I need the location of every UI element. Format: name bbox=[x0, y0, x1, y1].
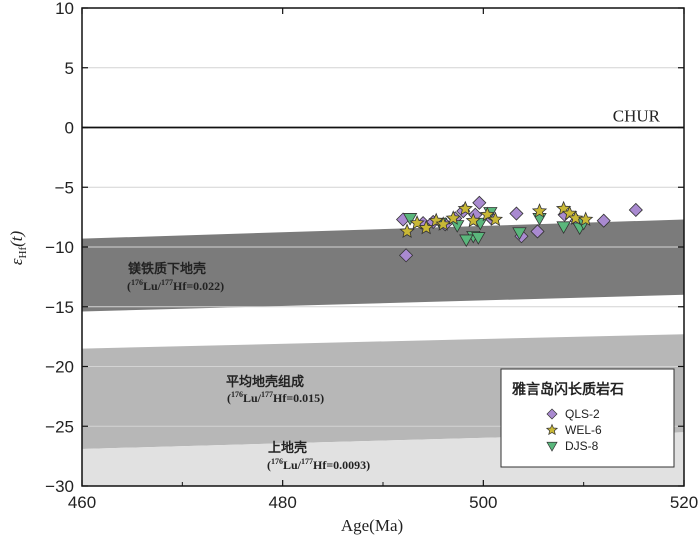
y-axis-title: εHf(t) bbox=[7, 230, 29, 265]
x-tick-label: 480 bbox=[268, 493, 296, 512]
legend-label-djs-8: DJS-8 bbox=[565, 439, 599, 453]
y-tick-label: −20 bbox=[45, 358, 74, 377]
y-tick-label: 10 bbox=[55, 0, 74, 18]
band-ratio-mafic-lower-crust: (176Lu/177Hf=0.022) bbox=[127, 278, 224, 293]
band-label-average-crust: 平均地壳组成 bbox=[226, 374, 304, 390]
point-qls-2 bbox=[596, 213, 611, 228]
point-wel-6 bbox=[399, 223, 415, 238]
legend-label-wel-6: WEL-6 bbox=[565, 423, 602, 437]
legend-title: 雅言岛闪长质岩石 bbox=[512, 381, 624, 398]
legend-box bbox=[500, 368, 675, 468]
point-qls-2 bbox=[509, 206, 524, 221]
point-wel-6 bbox=[435, 216, 451, 231]
chur-label: CHUR bbox=[613, 107, 661, 126]
legend-label-qls-2: QLS-2 bbox=[565, 407, 600, 421]
point-qls-2 bbox=[530, 224, 545, 239]
point-wel-6 bbox=[457, 200, 473, 216]
band-ratio-average-crust: (176Lu/177Hf=0.015) bbox=[227, 390, 324, 405]
x-tick-label: 520 bbox=[670, 493, 698, 512]
point-djs-8 bbox=[459, 234, 474, 248]
band-label-mafic-lower-crust: 镁铁质下地壳 bbox=[128, 261, 206, 277]
point-wel-6 bbox=[531, 203, 548, 218]
y-tick-label: −25 bbox=[45, 417, 74, 436]
x-tick-label: 460 bbox=[68, 493, 96, 512]
point-wel-6 bbox=[465, 212, 481, 228]
point-wel-6 bbox=[487, 211, 504, 227]
point-wel-6 bbox=[578, 211, 594, 227]
x-tick-label: 500 bbox=[469, 493, 497, 512]
legend-marker-qls-2 bbox=[546, 408, 558, 420]
y-tick-label: 0 bbox=[65, 119, 74, 138]
legend-marker-djs-8 bbox=[546, 441, 558, 452]
point-djs-8 bbox=[532, 213, 547, 226]
band-ratio-upper-crust: (176Lu/177Hf=0.0093) bbox=[267, 457, 370, 472]
point-qls-2 bbox=[472, 195, 487, 210]
y-tick-label: 5 bbox=[65, 59, 74, 78]
point-wel-6 bbox=[445, 210, 461, 225]
points-layer bbox=[396, 195, 643, 263]
point-djs-8 bbox=[402, 213, 418, 226]
point-wel-6 bbox=[418, 219, 434, 235]
point-qls-2 bbox=[628, 202, 643, 218]
legend: 雅言岛闪长质岩石 QLS-2 WEL-6 DJS-8 bbox=[500, 368, 675, 468]
grid-layer bbox=[82, 67, 684, 427]
y-tick-label: −15 bbox=[45, 298, 74, 317]
point-qls-2 bbox=[399, 248, 414, 263]
point-djs-8 bbox=[556, 221, 571, 234]
legend-marker-wel-6 bbox=[545, 423, 559, 436]
y-tick-label: −10 bbox=[45, 238, 74, 257]
point-djs-8 bbox=[512, 227, 527, 240]
x-axis-title: Age(Ma) bbox=[341, 516, 403, 535]
point-wel-6 bbox=[567, 210, 584, 225]
band-label-upper-crust: 上地壳 bbox=[268, 440, 307, 456]
point-djs-8 bbox=[471, 232, 486, 245]
point-djs-8 bbox=[450, 220, 465, 233]
y-tick-label: −5 bbox=[55, 178, 74, 197]
band-mafic-lower-crust bbox=[82, 219, 684, 312]
y-tick-label: −30 bbox=[45, 477, 74, 496]
legend-items: QLS-2 WEL-6 DJS-8 bbox=[545, 407, 602, 453]
